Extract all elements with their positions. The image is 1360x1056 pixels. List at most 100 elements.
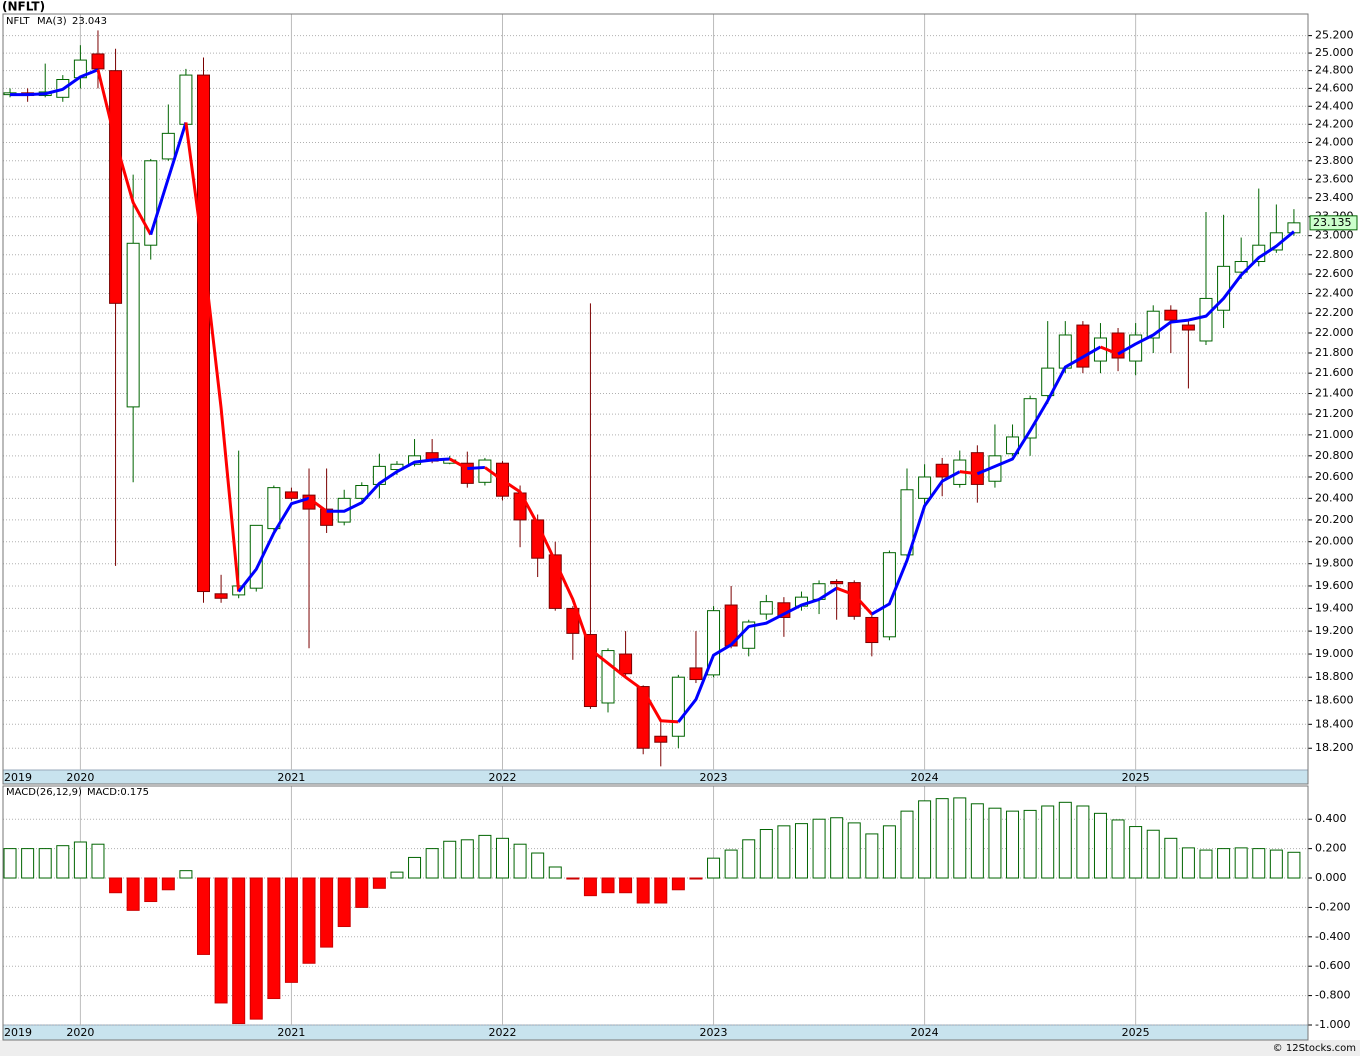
macd-bar	[619, 877, 633, 894]
candle-body	[865, 616, 879, 644]
x-tick-label: 2020	[66, 771, 94, 784]
macd-bar	[1129, 826, 1143, 879]
macd-bar	[1234, 847, 1248, 879]
macd-bar	[73, 841, 87, 879]
macd-bar	[1269, 849, 1283, 879]
macd-bar	[1076, 805, 1090, 879]
candle-body	[1111, 332, 1125, 359]
ma-line	[836, 586, 873, 616]
y-tick-label: 22.800	[1315, 248, 1354, 261]
x-tick-label: 2020	[66, 1026, 94, 1039]
candle-body	[671, 676, 685, 737]
macd-bar	[970, 803, 984, 879]
macd-bar	[882, 825, 896, 879]
x-tick-label: 2025	[1122, 771, 1150, 784]
x-tick-label: 2022	[488, 771, 516, 784]
y-tick-label: 19.000	[1315, 647, 1354, 660]
candle-body	[249, 524, 263, 589]
candle-body	[214, 593, 228, 599]
y-tick-label: 22.400	[1315, 287, 1354, 300]
y-tick-label: 20.000	[1315, 535, 1354, 548]
last-price-box	[1309, 215, 1358, 231]
candle-body	[179, 74, 193, 125]
macd-bar	[671, 877, 685, 891]
macd-bar	[1023, 809, 1037, 879]
macd-bar	[232, 877, 246, 1025]
macd-bar	[935, 798, 949, 879]
macd-bar	[179, 870, 193, 879]
y-tick-label: -1.000	[1315, 1018, 1350, 1031]
y-tick-label: 20.400	[1315, 491, 1354, 504]
macd-bar	[1006, 810, 1020, 879]
macd-bar	[302, 877, 316, 964]
y-tick-label: 20.800	[1315, 449, 1354, 462]
candle-body	[654, 735, 668, 743]
y-tick-label: 19.800	[1315, 557, 1354, 570]
ma-line	[959, 470, 978, 476]
macd-bar	[214, 877, 228, 1004]
macd-bar	[56, 845, 70, 879]
macd-bar	[267, 877, 281, 1000]
candle-body	[355, 485, 369, 499]
y-tick-label: 21.800	[1315, 346, 1354, 359]
macd-bar	[1252, 848, 1266, 879]
macd-bar	[900, 810, 914, 879]
x-tick-label: 2023	[700, 771, 728, 784]
macd-bar	[918, 800, 932, 879]
macd-bar	[1111, 819, 1125, 879]
macd-bar	[794, 823, 808, 879]
macd-bar	[865, 833, 879, 879]
x-tick-label: 2022	[488, 1026, 516, 1039]
macd-bar	[1093, 812, 1107, 879]
y-tick-label: 18.200	[1315, 741, 1354, 754]
macd-bar	[1041, 805, 1055, 879]
y-tick-label: -0.800	[1315, 989, 1350, 1002]
ma-line	[326, 457, 450, 513]
candle-body	[91, 53, 105, 70]
y-tick-label: 18.600	[1315, 694, 1354, 707]
x-tick-label: 2025	[1122, 1026, 1150, 1039]
macd-bar	[654, 877, 668, 904]
legend-entry: NFLT	[6, 16, 30, 27]
candle-body	[109, 70, 123, 304]
footer-band	[0, 1040, 1360, 1056]
x-tick-label: 2019	[4, 771, 32, 784]
y-tick-label: 18.800	[1315, 670, 1354, 683]
chart-title: (NFLT)	[2, 0, 45, 14]
y-tick-label: 19.400	[1315, 601, 1354, 614]
candle-body	[1164, 309, 1178, 321]
macd-bar	[390, 871, 404, 879]
footer: © 12Stocks.com	[1273, 1043, 1356, 1054]
ma-line	[449, 457, 469, 470]
macd-bar	[320, 877, 334, 948]
macd-bar	[109, 877, 123, 894]
y-tick-label: 24.200	[1315, 117, 1354, 130]
y-tick-label: 21.600	[1315, 366, 1354, 379]
candle-body	[284, 491, 298, 499]
macd-bar	[1199, 849, 1213, 879]
x-tick-label: 2021	[277, 1026, 305, 1039]
y-tick-label: 24.800	[1315, 64, 1354, 77]
candle-body	[267, 487, 281, 530]
macd-bar	[249, 877, 263, 1020]
macd-bar	[1146, 829, 1160, 879]
y-tick-label: 21.400	[1315, 387, 1354, 400]
macd-bar	[144, 877, 158, 903]
macd-bar	[21, 848, 35, 879]
ma-line	[1099, 345, 1119, 356]
macd-bar	[707, 857, 721, 879]
ma-line	[149, 122, 188, 236]
candle-body	[900, 489, 914, 556]
macd-bar	[1058, 801, 1072, 879]
y-tick-label: 21.000	[1315, 428, 1354, 441]
ma-line	[677, 586, 838, 723]
macd-bar	[724, 849, 738, 879]
y-tick-label: 20.200	[1315, 513, 1354, 526]
ma-line	[976, 345, 1102, 476]
macd-bar	[1164, 837, 1178, 879]
y-tick-label: 22.600	[1315, 267, 1354, 280]
ma-line	[1117, 230, 1295, 356]
last-price-label: 23.135	[1313, 216, 1352, 229]
candle-body	[161, 132, 175, 160]
legend-value: MACD:0.175	[87, 787, 149, 798]
